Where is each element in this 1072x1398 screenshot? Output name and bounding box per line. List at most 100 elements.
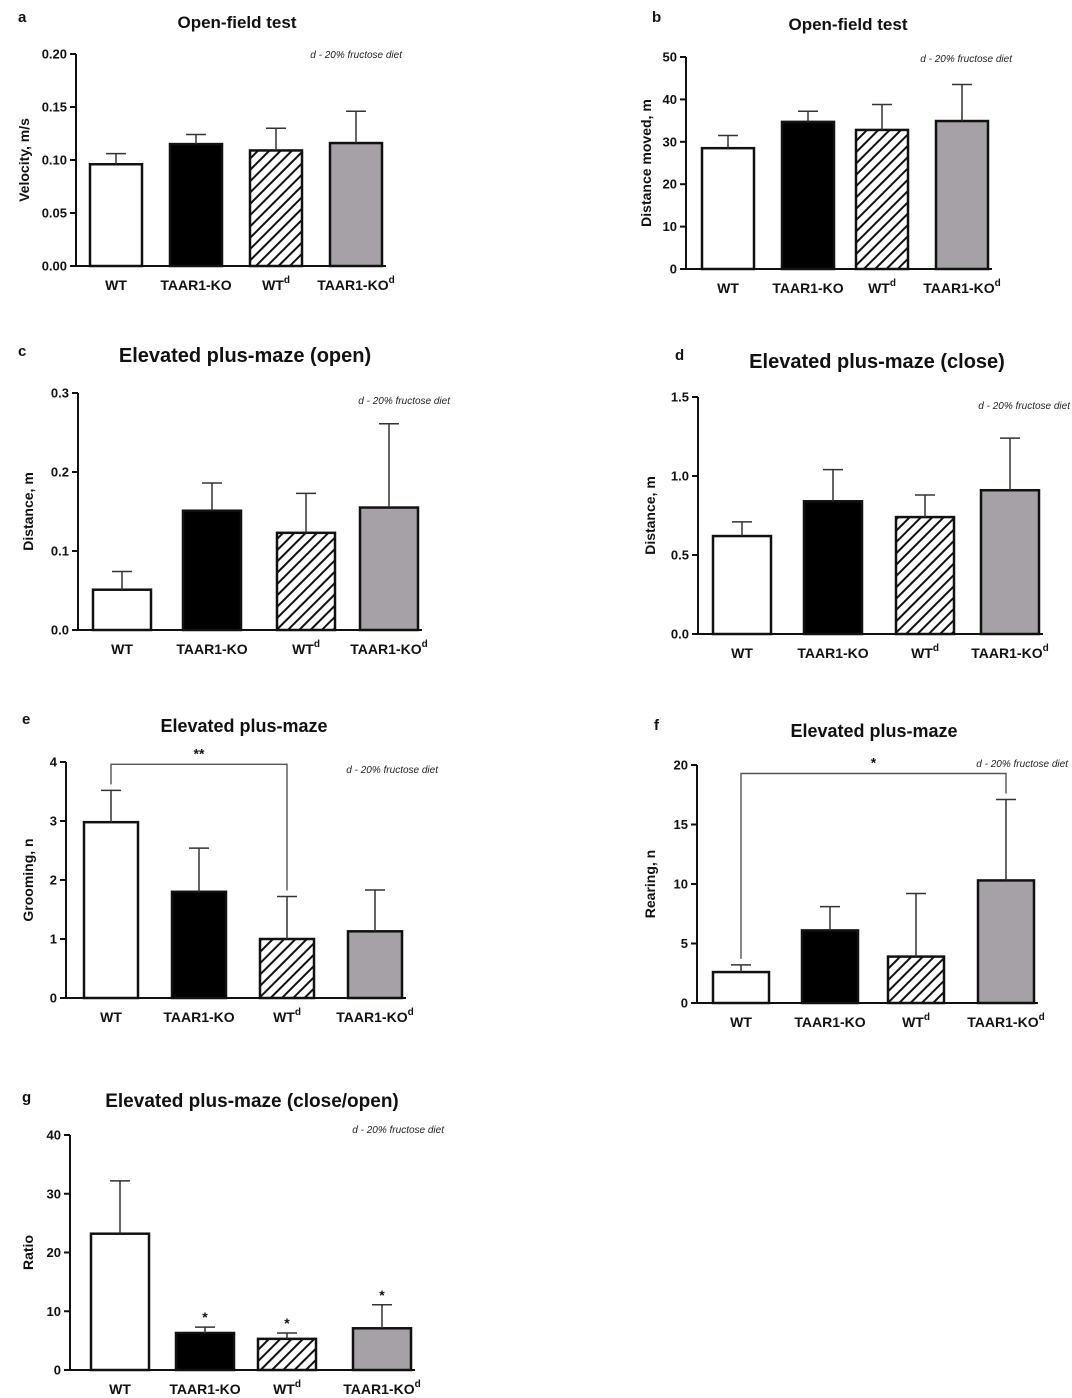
bar-4 xyxy=(934,119,990,271)
bar-3 xyxy=(275,531,337,632)
diet-note: d - 20% fructose diet xyxy=(920,54,1013,65)
y-tick-label: 40 xyxy=(47,1128,61,1143)
x-tick-label: WT xyxy=(717,280,739,296)
chart-panel-c: c Elevated plus-maze (open) d - 20% fructo… xyxy=(18,343,451,657)
y-axis-label: Rearing, n xyxy=(642,850,658,918)
panel-letter-d: d xyxy=(675,347,684,364)
bar-4 xyxy=(976,879,1036,1005)
y-tick-label: 10 xyxy=(674,877,688,892)
x-tick-label: WTd xyxy=(911,643,939,661)
bar-2 xyxy=(181,509,243,632)
y-tick-label: 0.5 xyxy=(671,548,689,563)
panel-letter-g: g xyxy=(22,1089,31,1106)
bar-4 xyxy=(328,141,384,268)
bar-4 xyxy=(351,1327,413,1372)
y-tick-label: 20 xyxy=(47,1245,61,1260)
bar-1 xyxy=(91,588,153,632)
chart-title: Elevated plus-maze xyxy=(160,716,327,736)
x-tick-label: TAAR1-KO xyxy=(176,641,247,657)
y-tick-label: 30 xyxy=(663,134,677,149)
chart-title: Elevated plus-maze (close) xyxy=(749,351,1005,373)
chart-panel-b: b Open-field test d - 20% fructose diet 0 10… xyxy=(638,9,1013,296)
x-tick-label: TAAR1-KOd xyxy=(343,1379,420,1397)
x-tick-label: WTd xyxy=(902,1012,930,1030)
x-tick-label: TAAR1-KO xyxy=(169,1381,240,1397)
x-tick-label: TAAR1-KO xyxy=(160,277,231,293)
bar-4 xyxy=(979,488,1041,636)
x-tick-label: WTd xyxy=(262,275,290,293)
diet-note: d - 20% fructose diet xyxy=(358,396,451,407)
x-tick-label: WT xyxy=(105,277,127,293)
y-tick-label: 0.00 xyxy=(42,259,67,274)
y-tick-label: 0.05 xyxy=(42,206,67,221)
significance-bracket xyxy=(740,772,1007,959)
y-tick-label: 5 xyxy=(681,936,688,951)
y-tick-label: 40 xyxy=(663,92,677,107)
bar-2 xyxy=(170,890,228,1000)
x-tick-label: TAAR1-KOd xyxy=(317,275,394,293)
diet-note: d - 20% fructose diet xyxy=(310,50,403,61)
y-tick-label: 30 xyxy=(47,1186,61,1201)
diet-note: d - 20% fructose diet xyxy=(346,765,439,776)
y-tick-label: 1.5 xyxy=(671,390,689,405)
x-tick-label: TAAR1-KOd xyxy=(967,1012,1044,1030)
x-tick-label: TAAR1-KO xyxy=(797,645,868,661)
x-tick-label: WTd xyxy=(273,1007,301,1025)
panel-letter-f: f xyxy=(654,717,660,734)
y-tick-label: 20 xyxy=(674,758,688,773)
diet-note: d - 20% fructose diet xyxy=(352,1125,445,1136)
y-tick-label: 1 xyxy=(50,932,57,947)
chart-panel-f: f Elevated plus-maze d - 20% fructose diet… xyxy=(642,717,1069,1030)
chart-panel-e: e Elevated plus-maze d - 20% fructose diet… xyxy=(20,711,439,1025)
x-tick-label: WTd xyxy=(868,278,896,296)
diet-note: d - 20% fructose diet xyxy=(976,759,1069,770)
y-axis-label: Ratio xyxy=(20,1235,36,1270)
y-tick-label: 50 xyxy=(663,50,677,65)
panel-letter-c: c xyxy=(18,343,26,360)
y-tick-label: 0 xyxy=(670,262,677,277)
y-tick-label: 20 xyxy=(663,177,677,192)
bar-1 xyxy=(700,146,756,271)
chart-panel-g: g Elevated plus-maze (close/open) d - 20% … xyxy=(20,1089,445,1397)
y-tick-label: 0.2 xyxy=(51,465,69,480)
bar-1 xyxy=(89,1232,151,1372)
bar-significance-mark: * xyxy=(379,1287,385,1303)
bar-1 xyxy=(711,970,771,1005)
x-tick-label: TAAR1-KO xyxy=(794,1014,865,1030)
bar-3 xyxy=(894,515,956,636)
y-tick-label: 3 xyxy=(50,814,57,829)
y-axis-label: Velocity, m/s xyxy=(16,118,32,202)
significance-bracket xyxy=(110,763,288,891)
y-tick-label: 15 xyxy=(674,817,688,832)
x-tick-label: TAAR1-KOd xyxy=(971,643,1048,661)
bar-3 xyxy=(256,1337,318,1372)
panel-letter-b: b xyxy=(652,9,661,26)
x-tick-label: TAAR1-KOd xyxy=(923,278,1000,296)
y-axis-label: Grooming, n xyxy=(20,838,36,921)
bar-3 xyxy=(258,937,316,1000)
chart-title: Elevated plus-maze (close/open) xyxy=(105,1091,399,1112)
bar-2 xyxy=(802,500,864,636)
bar-1 xyxy=(711,534,773,636)
y-tick-label: 4 xyxy=(50,755,58,770)
bar-2 xyxy=(800,929,860,1005)
panel-letter-a: a xyxy=(18,9,27,26)
y-tick-label: 0.0 xyxy=(671,627,689,642)
x-tick-label: TAAR1-KO xyxy=(163,1009,234,1025)
x-tick-label: WTd xyxy=(292,639,320,657)
diet-note: d - 20% fructose diet xyxy=(978,401,1071,412)
x-tick-label: WT xyxy=(111,641,133,657)
y-axis-label: Distance moved, m xyxy=(638,99,654,227)
bar-3 xyxy=(854,128,910,271)
chart-title: Open-field test xyxy=(788,15,907,34)
y-tick-label: 10 xyxy=(47,1304,61,1319)
y-tick-label: 0.1 xyxy=(51,544,69,559)
y-axis-label: Distance, m xyxy=(20,472,36,551)
y-tick-label: 0.3 xyxy=(51,386,69,401)
x-tick-label: TAAR1-KOd xyxy=(336,1007,413,1025)
x-tick-label: WT xyxy=(100,1009,122,1025)
bar-significance-mark: * xyxy=(202,1309,208,1325)
chart-title: Elevated plus-maze (open) xyxy=(119,345,371,367)
bar-3 xyxy=(886,955,946,1005)
